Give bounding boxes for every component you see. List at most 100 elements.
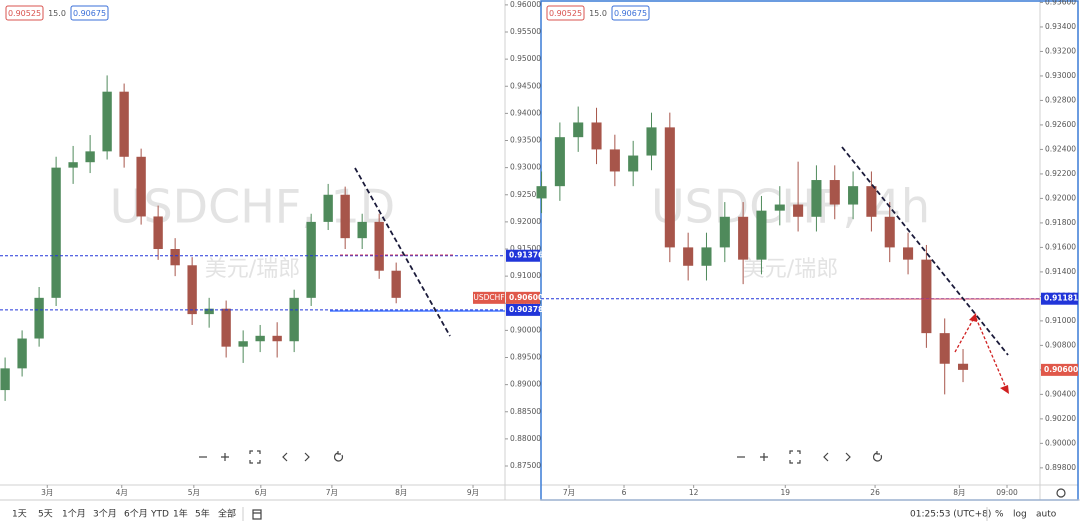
x-tick-label: 26 (870, 488, 880, 497)
x-tick-label: 19 (781, 488, 791, 497)
scroll-right[interactable] (845, 452, 851, 462)
y-tick-label: 0.92800 (1045, 95, 1076, 104)
scroll-right[interactable] (304, 452, 310, 462)
clock: 01:25:53 (UTC+8) (910, 510, 991, 520)
header-label: 0.90525 (549, 9, 582, 18)
candle-body (939, 333, 950, 364)
y-tick-label: 0.92500 (510, 190, 541, 199)
arrow (954, 317, 975, 353)
arrow-head (969, 313, 977, 322)
y-tick-label: 0.93400 (1045, 22, 1076, 31)
scroll-left[interactable] (823, 452, 829, 462)
header-label: 15.0 (589, 9, 607, 18)
scale-option[interactable]: % (995, 510, 1004, 520)
nav-buttons[interactable] (199, 450, 1066, 520)
range-button[interactable]: 1个月 (62, 509, 86, 520)
candle-body (793, 204, 804, 217)
watermark-title: USDCHF, 1D (110, 180, 395, 234)
candle-body (664, 127, 675, 248)
watermark-title: USDCHF, 4h (651, 180, 930, 234)
range-button[interactable]: 3个月 (93, 509, 117, 520)
range-button[interactable]: 1年 (173, 508, 188, 520)
candle-body (921, 259, 932, 334)
y-tick-label: 0.92600 (1045, 120, 1076, 129)
y-tick-label: 0.90800 (1045, 340, 1076, 349)
y-tick-label: 0.90000 (510, 325, 541, 334)
range-button[interactable]: 1天 (12, 510, 27, 520)
date-range[interactable] (252, 509, 262, 520)
y-tick-label: 0.91800 (1045, 218, 1076, 227)
y-tick-label: 0.88500 (510, 407, 541, 416)
y-tick-label: 0.91000 (510, 271, 541, 280)
y-tick-label: 0.92200 (1045, 169, 1076, 178)
candle-body (255, 335, 265, 342)
settings[interactable] (1056, 488, 1066, 498)
arrow-head (1000, 385, 1009, 394)
trend-line (354, 167, 451, 337)
reset[interactable] (333, 451, 344, 462)
x-tick-label: 09:00 (996, 488, 1018, 497)
candle-body (573, 122, 584, 138)
scroll-left[interactable] (282, 452, 288, 462)
candle-body (323, 194, 333, 222)
y-tick-label: 0.95000 (510, 54, 541, 63)
candle-body (829, 180, 840, 205)
candle-body (340, 194, 350, 239)
arrow (975, 317, 1007, 389)
y-tick-label: 0.91600 (1045, 242, 1076, 251)
last-price-tag (1041, 363, 1078, 376)
candle-body (357, 221, 367, 239)
candle-body (719, 216, 730, 248)
candle-body (957, 363, 969, 370)
range-button[interactable]: 5年 (195, 508, 210, 520)
header-label: 0.90675 (614, 9, 647, 18)
x-tick-label: 3月 (41, 488, 53, 497)
candle-body (866, 186, 877, 217)
reset[interactable] (872, 451, 883, 462)
price-tag (1041, 292, 1078, 305)
candle-body (170, 249, 180, 266)
candle-body (0, 368, 10, 391)
scale-option[interactable]: log (1013, 510, 1027, 520)
candle-body (756, 210, 767, 260)
header-box (611, 5, 650, 21)
y-tick-label: 0.95500 (510, 27, 541, 36)
y-tick-label: 0.91400 (1045, 267, 1076, 276)
candle-body (187, 265, 197, 315)
y-tick-label: 0.89800 (1045, 463, 1076, 472)
x-tick-label: 6 (622, 488, 627, 497)
x-tick-label: 6月 (255, 488, 267, 497)
x-tick-label: 4月 (116, 488, 128, 497)
candle-body (153, 216, 163, 250)
candle-body (848, 186, 859, 205)
range-button[interactable]: 6个月 (124, 509, 148, 520)
fullscreen[interactable] (249, 450, 261, 464)
zoom-in[interactable] (760, 453, 768, 461)
toolbar: 1天 5天 1个月 3个月 6个月 YTD 1年 5年 全部 01:25:53 (UTC+8)% l… (12, 507, 1057, 521)
range-button[interactable]: 5天 (38, 510, 53, 520)
x-tick-label: 9月 (467, 488, 479, 497)
candle-body (272, 335, 282, 342)
x-tick-label: 7月 (563, 488, 575, 497)
y-tick-label: 0.90000 (1045, 438, 1076, 447)
candle-body (646, 127, 657, 156)
last-price-label: 0.90600 (1044, 365, 1078, 374)
price-tag (506, 249, 540, 262)
y-tick-label: 0.93000 (510, 163, 541, 172)
x-tick-label: 8月 (953, 488, 965, 497)
header-label: 0.90525 (8, 9, 41, 18)
header-box (5, 5, 44, 21)
candle-body (34, 297, 44, 339)
scale-option[interactable]: auto (1036, 510, 1057, 520)
range-button[interactable]: YTD (150, 510, 169, 520)
candle-body (85, 151, 95, 163)
y-tick-label: 0.93600 (1045, 0, 1076, 6)
trend-line (841, 146, 1009, 356)
zoom-in[interactable] (221, 453, 229, 461)
range-button[interactable]: 全部 (218, 508, 236, 520)
candle-body (374, 221, 384, 271)
header-label: 15.0 (48, 9, 66, 18)
fullscreen[interactable] (789, 450, 801, 464)
plots: 0.96000 0.95500 0.95000 0.94500 0.94000 0.935… (0, 0, 1078, 497)
last-price-label: 0.90600 (509, 293, 543, 302)
